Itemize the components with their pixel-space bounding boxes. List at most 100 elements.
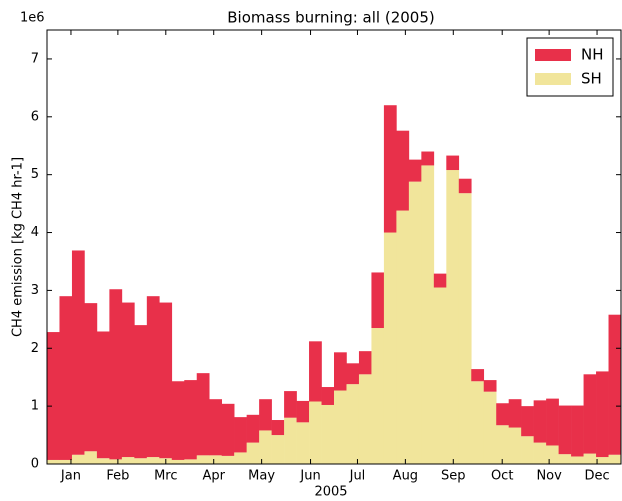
bar-segment: [309, 341, 322, 402]
bar-segment: [146, 457, 160, 464]
bar-segment: [259, 430, 272, 464]
bar-segment: [358, 351, 372, 375]
legend-label: NH: [581, 46, 604, 64]
bar-segment: [196, 455, 210, 464]
bar-segment: [421, 165, 435, 464]
bar-segment: [508, 427, 522, 464]
bar-segment: [546, 445, 559, 464]
bar-segment: [234, 417, 247, 453]
bar-segment: [408, 181, 422, 465]
bar-segment: [134, 458, 148, 464]
bar-segment: [583, 374, 597, 454]
bar-segment: [284, 417, 297, 464]
bar-segment: [471, 369, 485, 382]
bar-segment: [571, 456, 584, 464]
bar-segment: [271, 420, 285, 436]
y-tick-label: 0: [31, 457, 39, 472]
bar-segment: [483, 391, 497, 464]
x-tick-label: Feb: [106, 469, 129, 484]
bar-segment: [521, 436, 534, 464]
x-tick-label: Mrc: [154, 469, 177, 484]
bar-segment: [346, 363, 360, 385]
legend-box: [526, 37, 614, 97]
x-tick-label: Nov: [536, 469, 562, 484]
x-tick-label: Jun: [299, 469, 320, 484]
bar-segment: [608, 454, 622, 464]
bar-segment: [96, 458, 110, 464]
bar-segment: [96, 331, 110, 459]
bar-segment: [171, 381, 185, 460]
bar-segment: [121, 457, 135, 464]
bar-segment: [47, 459, 60, 464]
bar-segment: [334, 390, 347, 464]
bar-segment: [146, 296, 160, 458]
bar-segment: [246, 442, 260, 464]
bar-segment: [209, 455, 222, 464]
bar-segment: [521, 406, 534, 437]
y-tick-label: 3: [31, 283, 39, 298]
bar-segment: [446, 170, 460, 464]
bar-segment: [396, 210, 410, 464]
y-tick-label: 4: [31, 225, 39, 240]
bar-segment: [508, 399, 522, 428]
y-tick-label: 5: [31, 167, 39, 182]
bar-segment: [471, 381, 485, 464]
bar-segment: [296, 400, 310, 423]
bar-segment: [446, 155, 460, 171]
bar-segment: [71, 454, 85, 464]
bar-segment: [59, 296, 73, 460]
bar-segment: [209, 399, 222, 456]
bar-segment: [221, 403, 235, 456]
bar-segment: [596, 371, 609, 458]
bar-segment: [383, 105, 397, 233]
bar-segment: [196, 373, 210, 456]
bar-segment: [321, 387, 335, 405]
y-tick-label: 1: [31, 399, 39, 414]
bar-segment: [533, 442, 547, 464]
y-tick-label: 6: [31, 109, 39, 124]
bar-segment: [571, 405, 584, 457]
bar-segment: [421, 151, 435, 166]
x-tick-label: May: [248, 469, 275, 484]
bar-segment: [109, 459, 123, 464]
x-tick-label: Jul: [349, 469, 366, 484]
bar-segment: [558, 454, 572, 464]
x-axis-label: 2005: [314, 485, 347, 500]
bar-segment: [109, 289, 123, 460]
bar-segment: [184, 380, 198, 460]
chart-title: Biomass burning: all (2005): [227, 9, 434, 27]
bar-segment: [221, 455, 235, 464]
bar-segment: [496, 403, 509, 426]
bar-segment: [346, 384, 360, 464]
bar-segment: [284, 391, 297, 418]
bar-segment: [496, 425, 509, 464]
bar-segment: [184, 459, 198, 464]
x-tick-label: Oct: [491, 469, 513, 484]
bar-segment: [546, 398, 559, 446]
bar-segment: [84, 451, 98, 464]
bar-segment: [246, 414, 260, 443]
bar-segment: [271, 435, 285, 464]
bar-segment: [321, 404, 335, 464]
bar-segment: [383, 232, 397, 464]
y-offset-label: 1e6: [20, 11, 45, 26]
bar-segment: [558, 405, 572, 455]
bar-segment: [458, 178, 472, 194]
bar-segment: [396, 130, 410, 211]
bar-segment: [121, 302, 135, 458]
bar-segment: [371, 328, 385, 464]
x-tick-label: Dec: [584, 469, 609, 484]
x-tick-label: Aug: [393, 469, 418, 484]
bar-segment: [608, 314, 622, 455]
bar-segment: [309, 401, 322, 464]
bar-segment: [71, 250, 85, 455]
legend-swatch: [535, 49, 571, 61]
plot-frame: [46, 29, 622, 465]
legend-label: SH: [581, 70, 602, 88]
bar-segment: [433, 287, 447, 464]
bar-segment: [134, 325, 148, 459]
bar-segment: [296, 422, 310, 464]
bar-segment: [596, 457, 609, 464]
x-tick-label: Jan: [60, 469, 81, 484]
